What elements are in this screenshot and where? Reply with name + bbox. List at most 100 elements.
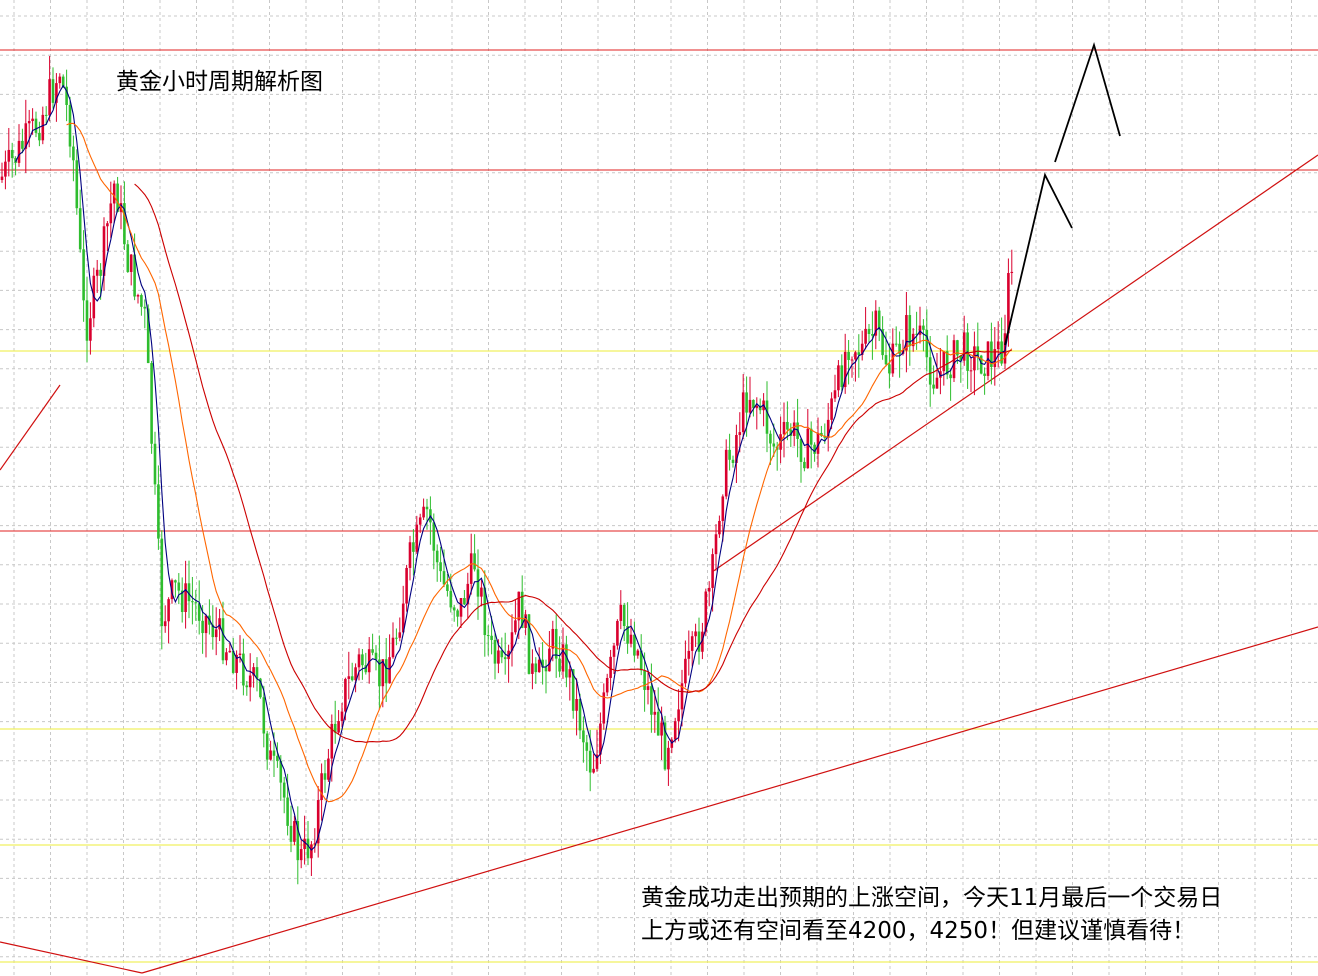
candlesticks [0, 56, 1014, 885]
candle-body [803, 461, 806, 469]
candle-body [643, 670, 646, 690]
candle-body [384, 659, 388, 684]
candle-body [361, 654, 364, 666]
candle-body [633, 634, 636, 656]
candle-body [265, 733, 269, 760]
candle-body [806, 428, 810, 469]
candle-body [959, 355, 963, 361]
candle-body [469, 553, 473, 584]
candle-body [160, 538, 164, 627]
candle-body [7, 149, 11, 162]
candle-body [72, 146, 75, 161]
candle-body [908, 315, 912, 347]
trend-line [0, 384, 61, 471]
candle-body [833, 390, 837, 399]
candle-body [248, 675, 252, 688]
candle-body [826, 419, 830, 438]
candle-body [10, 149, 14, 159]
candle-body [442, 571, 446, 585]
candle-body [677, 709, 680, 722]
candle-body [289, 825, 293, 842]
candle-body [78, 208, 82, 250]
candle-body [61, 76, 65, 87]
candle-body [371, 649, 374, 653]
candle-body [942, 351, 946, 372]
candle-body [707, 587, 711, 592]
candle-body [534, 663, 538, 673]
candle-body [242, 653, 245, 686]
candle-body [857, 352, 861, 355]
candle-body [463, 598, 466, 605]
candle-body [38, 132, 41, 141]
candle-body [405, 567, 408, 604]
candle-body [721, 496, 725, 521]
candle-body [609, 656, 612, 678]
candle-body [228, 650, 232, 653]
candle-body [548, 648, 551, 672]
candle-body [612, 645, 616, 657]
candle-body [650, 686, 653, 715]
candle-body [44, 114, 48, 116]
candle-body [1007, 273, 1010, 334]
candle-body [126, 244, 130, 272]
candle-body [697, 631, 701, 652]
candle-body [500, 650, 504, 658]
candle-body [157, 484, 160, 539]
candle-body [354, 667, 357, 681]
candle-body [789, 429, 793, 436]
candle-body [174, 580, 177, 583]
candle-body [881, 329, 884, 356]
trend-line [0, 941, 143, 974]
candle-body [809, 428, 813, 445]
candle-body [622, 604, 626, 627]
candle-body [422, 506, 425, 518]
candle-body [544, 667, 548, 672]
candle-body [888, 364, 891, 374]
candle-body [129, 254, 133, 272]
candle-body [735, 435, 738, 463]
candle-body [296, 821, 300, 861]
candle-body [245, 685, 249, 688]
candle-body [24, 123, 28, 149]
candle-body [537, 659, 541, 673]
candle-body [446, 584, 449, 591]
candle-body [656, 711, 660, 736]
candle-body [850, 359, 854, 361]
candle-body [639, 650, 643, 671]
candle-body [337, 721, 340, 733]
candle-body [344, 678, 347, 712]
candle-body [197, 603, 201, 621]
candle-body [493, 640, 497, 664]
annotation-line-2: 上方或还有空间看至4200，4250！但建议谨慎看待！ [641, 918, 1196, 944]
candle-body [701, 631, 704, 652]
candle-body [728, 449, 731, 460]
candle-body [146, 308, 150, 364]
candle-body [51, 79, 55, 103]
candle-body [711, 554, 714, 588]
candle-body [915, 333, 918, 335]
candle-body [452, 607, 456, 611]
candle-body [840, 365, 844, 388]
candle-body [755, 405, 759, 408]
candle-body [350, 676, 354, 681]
candle-body [398, 632, 402, 638]
candle-body [184, 583, 187, 613]
candle-body [109, 203, 113, 224]
candle-body [663, 722, 667, 770]
candle-body [629, 634, 633, 644]
candle-body [235, 654, 238, 673]
candle-body [956, 340, 959, 356]
candle-body [333, 723, 337, 733]
ma-mid-line [66, 122, 1013, 803]
candle-body [320, 773, 323, 801]
candle-body [799, 438, 803, 462]
candle-body [65, 86, 68, 105]
candle-body [395, 637, 398, 639]
chart-title: 黄金小时周期解析图 [116, 69, 323, 95]
candle-body [871, 334, 874, 336]
candle-body [653, 711, 657, 715]
candle-body [690, 636, 694, 651]
candle-body [990, 341, 993, 368]
candle-body [694, 631, 697, 637]
candle-body [214, 629, 218, 638]
